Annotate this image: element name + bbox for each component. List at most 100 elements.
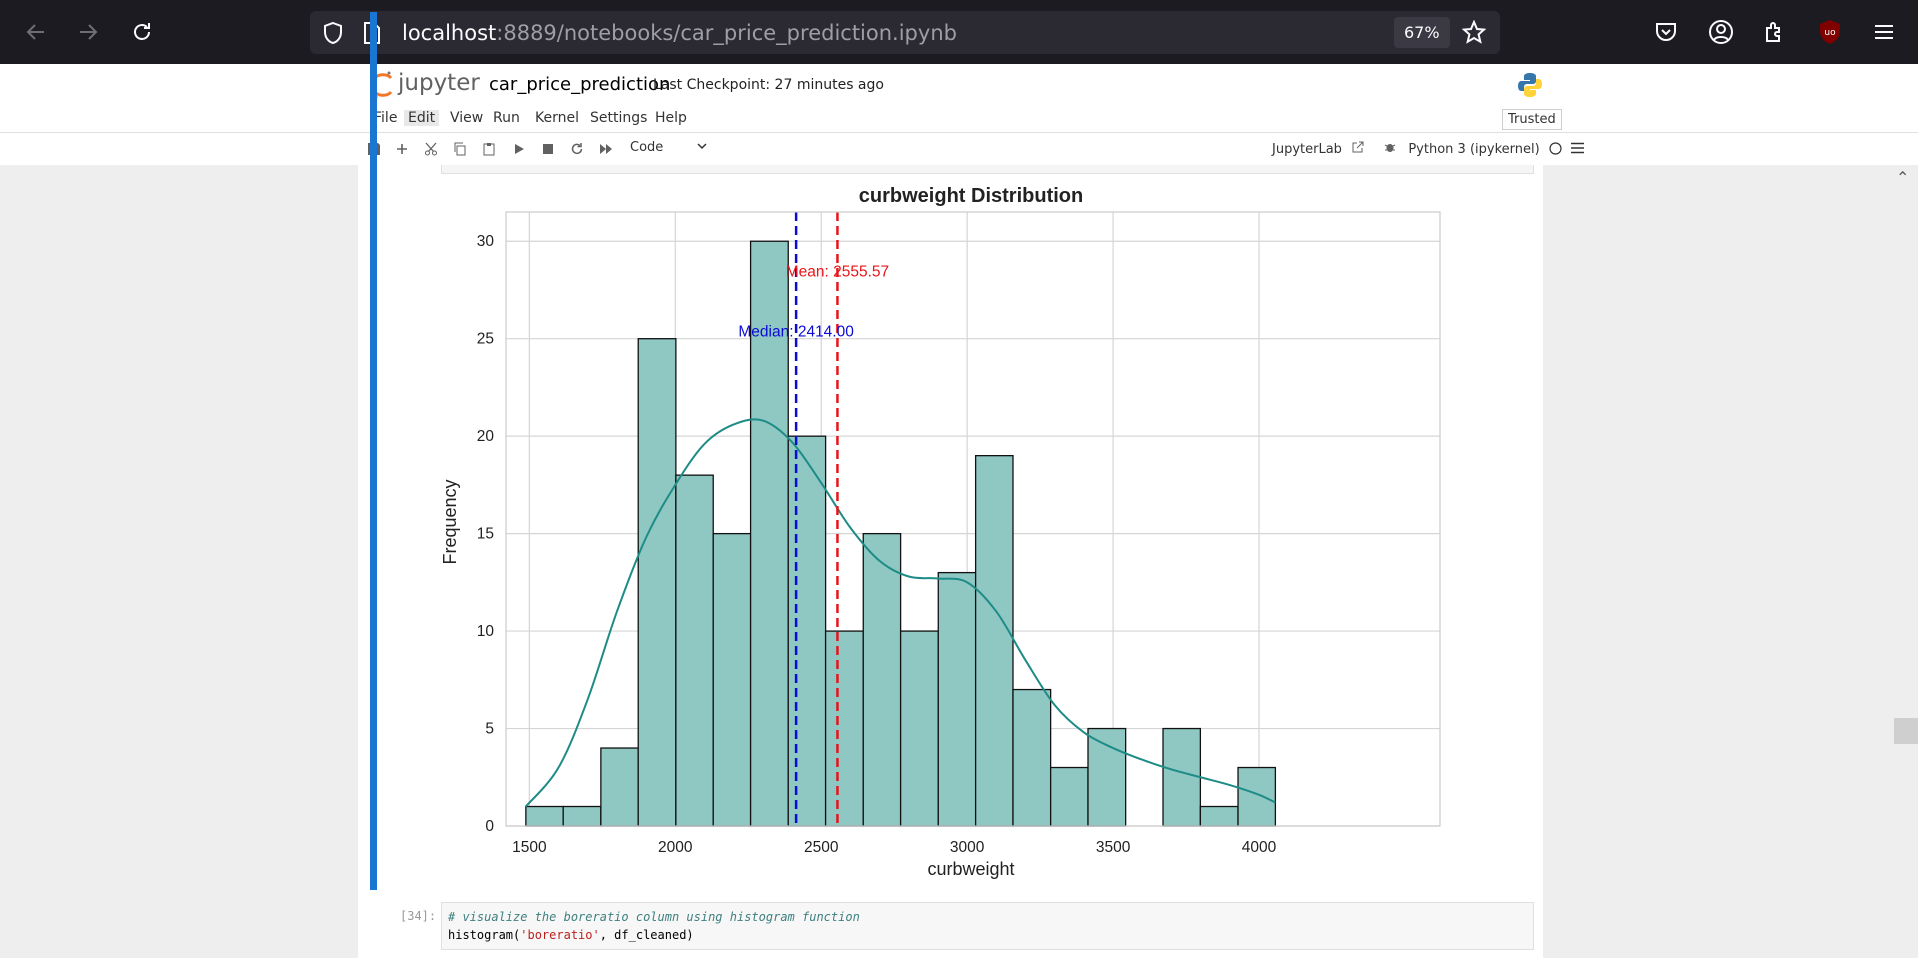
histogram-bar (1049, 766, 1089, 827)
menu-run[interactable]: Run (493, 110, 520, 126)
x-tick-label: 3000 (950, 839, 985, 856)
plot-frame (505, 211, 1441, 827)
histogram-output: Mean: 2555.57 Median: 2414.00 1500 2000 250… (432, 170, 1462, 895)
account-icon[interactable] (1705, 16, 1737, 48)
stat-labels: Mean: 2555.57 Median: 2414.00 (738, 263, 889, 340)
cut-icon[interactable] (423, 141, 439, 157)
copy-icon[interactable] (452, 141, 468, 157)
axes: 1500 2000 2500 3000 3500 4000 0 5 10 15 20 25 30 (477, 211, 1441, 856)
scroll-up-icon[interactable]: ⌃ (1896, 170, 1910, 187)
y-tick-label: 15 (477, 526, 494, 543)
code-string: 'boreratio' (520, 928, 600, 942)
external-link-icon[interactable] (1352, 141, 1364, 157)
stop-icon[interactable] (540, 141, 556, 157)
histogram-bar (1087, 727, 1127, 827)
notebook-toolbar: Code JupyterLab Python 3 (ipykernel) (0, 133, 1918, 166)
histogram-bar (600, 747, 639, 827)
back-arrow-icon[interactable] (16, 12, 56, 52)
forward-arrow-icon[interactable] (68, 12, 108, 52)
checkpoint-status: Last Checkpoint: 27 minutes ago (653, 77, 884, 93)
address-bar[interactable]: localhost:8889/notebooks/car_price_predi… (310, 11, 1500, 54)
kernel-name[interactable]: Python 3 (ipykernel) (1408, 142, 1540, 157)
chart-title: curbweight Distribution (859, 185, 1083, 207)
add-cell-icon[interactable] (394, 141, 410, 157)
histogram-bar (1199, 805, 1239, 827)
fast-forward-icon[interactable] (598, 141, 614, 157)
y-tick-label: 10 (477, 623, 495, 640)
histogram-bar (899, 630, 939, 827)
y-tick-label: 5 (485, 721, 494, 738)
histogram-bar (675, 474, 714, 827)
stat-lines (794, 212, 839, 826)
menu-file[interactable]: File (374, 110, 398, 126)
jupyter-header: jupyter car_price_prediction Last Checkp… (0, 64, 1918, 107)
browser-toolbar: localhost:8889/notebooks/car_price_predi… (0, 0, 1918, 64)
trusted-indicator[interactable]: Trusted (1502, 109, 1562, 130)
url-host: localhost (402, 21, 497, 45)
histogram-bar (749, 240, 789, 827)
shield-icon[interactable] (322, 21, 344, 50)
histogram-bar (1012, 688, 1052, 827)
histogram-bar (787, 435, 827, 827)
restart-icon[interactable] (569, 141, 585, 157)
histogram-bar (712, 532, 752, 827)
menu-kernel[interactable]: Kernel (535, 110, 579, 126)
histogram-bar (1237, 766, 1277, 827)
code-cell-input[interactable]: # visualize the boreratio column using h… (441, 902, 1534, 950)
median-label: Median: 2414.00 (738, 324, 854, 341)
y-tick-label: 0 (485, 818, 494, 835)
notebook-name[interactable]: car_price_prediction (489, 74, 671, 95)
active-cell-indicator[interactable] (370, 12, 377, 890)
x-tick-label: 3500 (1096, 839, 1131, 856)
code-line: histogram('boreratio', df_cleaned) (448, 928, 694, 942)
menu-edit[interactable]: Edit (404, 110, 440, 126)
histogram-bar (637, 338, 677, 827)
y-axis-label: Frequency (440, 479, 460, 564)
star-icon[interactable] (1461, 19, 1487, 49)
histogram-bar (562, 805, 602, 827)
jupyter-brand[interactable]: jupyter (398, 70, 480, 96)
histogram-bar (1162, 727, 1202, 827)
svg-text:uo: uo (1824, 28, 1836, 38)
y-tick-label: 20 (477, 428, 495, 445)
histogram-chart: Mean: 2555.57 Median: 2414.00 1500 2000 250… (440, 185, 1441, 879)
menu-help[interactable]: Help (655, 110, 687, 126)
histogram-bar (862, 532, 902, 827)
y-tick-label: 30 (477, 233, 495, 250)
x-tick-label: 2500 (804, 839, 839, 856)
x-axis-label: curbweight (927, 859, 1014, 879)
menu-icon[interactable] (1868, 16, 1900, 48)
extensions-icon[interactable] (1759, 16, 1791, 48)
menu-view[interactable]: View (450, 110, 484, 126)
bars (525, 240, 1277, 827)
histogram-bar (824, 630, 864, 827)
pocket-icon[interactable] (1650, 16, 1682, 48)
x-tick-label: 1500 (512, 839, 547, 856)
x-tick-label: 4000 (1242, 839, 1277, 856)
histogram-bar (937, 571, 977, 827)
cell-type-select[interactable]: Code (630, 140, 707, 155)
cell-type-value: Code (630, 140, 664, 155)
url-text: localhost:8889/notebooks/car_price_predi… (402, 21, 957, 45)
ublock-icon[interactable]: uo (1814, 16, 1846, 48)
chevron-down-icon (696, 140, 708, 156)
previous-cell-edge (441, 165, 1534, 174)
run-icon[interactable] (511, 141, 527, 157)
paste-icon[interactable] (481, 141, 497, 157)
code-call: histogram( (448, 928, 521, 942)
reload-icon[interactable] (122, 12, 162, 52)
hamburger-menu-icon[interactable] (1570, 142, 1584, 158)
python-logo-icon (1516, 71, 1544, 104)
scrollbar-thumb[interactable] (1894, 718, 1918, 744)
mean-label: Mean: 2555.57 (786, 263, 889, 280)
jupyterlab-link[interactable]: JupyterLab (1272, 142, 1342, 157)
kernel-status-icon (1549, 142, 1562, 159)
x-tick-label: 2000 (658, 839, 693, 856)
code-args: , df_cleaned) (599, 928, 694, 942)
code-comment: # visualize the boreratio column using h… (448, 910, 860, 924)
kernel-area: JupyterLab Python 3 (ipykernel) (1272, 141, 1584, 159)
histogram-bar (974, 455, 1014, 827)
debugger-icon[interactable] (1384, 141, 1396, 157)
zoom-badge[interactable]: 67% (1394, 17, 1450, 48)
menu-settings[interactable]: Settings (590, 110, 648, 126)
